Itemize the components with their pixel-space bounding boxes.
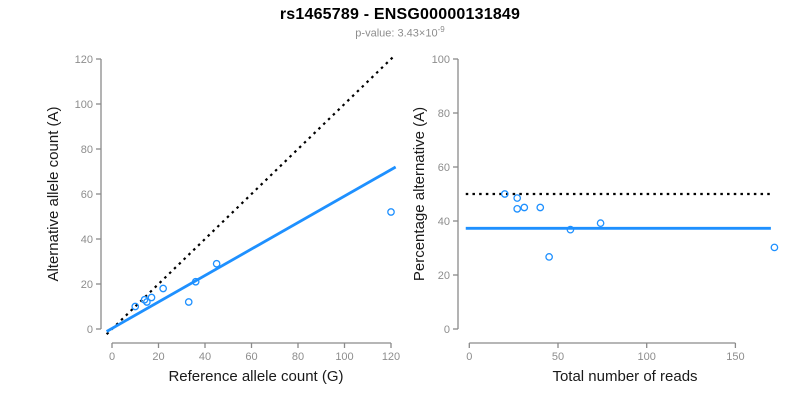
x-tick-label: 0	[109, 351, 115, 363]
y-tick-label: 120	[75, 54, 93, 66]
x-tick-label: 40	[199, 351, 211, 363]
x-tick-label: 20	[152, 351, 164, 363]
y-tick-label: 40	[81, 234, 93, 246]
figure-title: rs1465789 - ENSG00000131849	[279, 6, 521, 23]
x-tick-label: 100	[335, 351, 353, 363]
x-tick-label: 120	[382, 351, 400, 363]
data-point	[131, 302, 140, 311]
y-tick-label: 80	[438, 108, 450, 120]
data-point	[147, 293, 156, 302]
y-axis-title: Alternative allele count (A)	[45, 106, 62, 281]
y-tick-label: 60	[438, 162, 450, 174]
data-point	[513, 194, 522, 202]
y-tick-label: 80	[81, 144, 93, 156]
y-tick-label: 20	[438, 270, 450, 282]
regression-line	[105, 165, 397, 333]
data-point	[184, 298, 193, 306]
y-tick-label: 0	[87, 324, 93, 336]
data-point	[596, 219, 605, 228]
y-axis-title: Percentage alternative (A)	[411, 107, 428, 281]
data-point	[536, 203, 545, 212]
x-tick-label: 0	[466, 351, 472, 363]
data-point	[159, 284, 167, 293]
data-point	[143, 298, 151, 306]
p-value-exponent: -9	[437, 25, 445, 34]
y-tick-label: 20	[81, 279, 93, 291]
y-tick-label: 0	[444, 324, 450, 336]
data-point	[566, 225, 575, 234]
data-point	[770, 243, 779, 252]
y-tick-label: 60	[81, 189, 93, 201]
data-point	[212, 259, 221, 268]
x-axis-title: Total number of reads	[552, 368, 697, 385]
y-tick-label: 40	[438, 216, 450, 228]
x-tick-label: 80	[292, 351, 304, 363]
x-axis-title: Reference allele count (G)	[168, 368, 343, 385]
data-point	[387, 208, 395, 216]
x-tick-label: 100	[638, 351, 656, 363]
data-point	[140, 295, 149, 304]
identity-line	[105, 55, 395, 335]
x-tick-label: 60	[245, 351, 257, 363]
data-point	[545, 253, 553, 261]
p-value-text: p-value: 3.43×10	[355, 27, 438, 40]
x-tick-label: 150	[726, 351, 744, 363]
data-point	[520, 203, 529, 212]
y-tick-label: 100	[432, 54, 450, 66]
y-tick-label: 100	[75, 99, 93, 111]
p-value-subtitle: p-value: 3.43×10-9	[0, 25, 800, 40]
data-point	[500, 190, 509, 198]
data-point	[513, 205, 522, 213]
data-point	[191, 277, 200, 286]
x-tick-label: 50	[552, 351, 564, 363]
